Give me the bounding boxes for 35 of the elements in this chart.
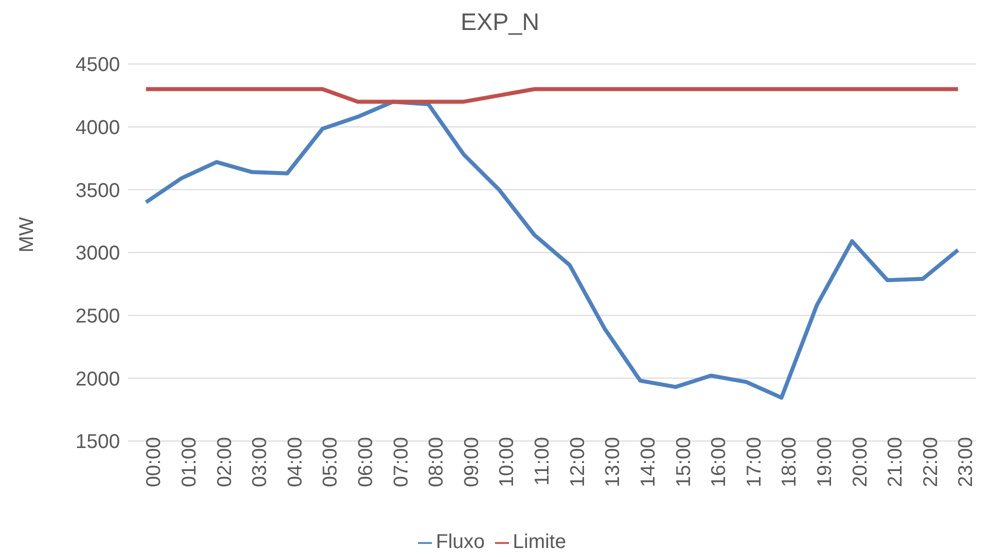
x-tick-label: 06:00 bbox=[355, 437, 378, 488]
x-tick-label: 01:00 bbox=[178, 437, 201, 488]
x-tick-label: 09:00 bbox=[460, 437, 483, 488]
y-tick-label: 4000 bbox=[76, 116, 120, 139]
y-tick-label: 1500 bbox=[76, 431, 120, 454]
y-axis-title: MW bbox=[16, 216, 38, 252]
x-tick-label: 22:00 bbox=[920, 437, 942, 488]
x-tick-label: 05:00 bbox=[320, 437, 342, 488]
x-tick-label: 11:00 bbox=[532, 437, 554, 486]
x-tick-label: 19:00 bbox=[814, 437, 836, 488]
x-tick-label: 15:00 bbox=[672, 437, 695, 488]
x-tick-label: 10:00 bbox=[496, 437, 518, 488]
x-tick-label: 17:00 bbox=[743, 437, 766, 488]
x-tick-label: 16:00 bbox=[708, 437, 730, 488]
y-tick-label: 3500 bbox=[76, 180, 120, 202]
x-tick-label: 13:00 bbox=[602, 437, 624, 488]
legend-label: Fluxo bbox=[436, 531, 485, 553]
y-tick-label: 2000 bbox=[76, 368, 120, 390]
legend-label: Limite bbox=[512, 531, 566, 553]
x-tick-label: 20:00 bbox=[849, 437, 872, 488]
x-tick-label: 08:00 bbox=[426, 437, 448, 488]
y-tick-label: 3000 bbox=[76, 242, 120, 265]
chart-title: EXP_N bbox=[460, 8, 540, 38]
x-tick-label: 14:00 bbox=[637, 437, 660, 488]
x-tick-label: 23:00 bbox=[955, 437, 978, 488]
x-tick-label: 04:00 bbox=[284, 437, 306, 488]
x-tick-label: 21:00 bbox=[884, 437, 907, 488]
x-tick-label: 12:00 bbox=[566, 437, 589, 488]
y-tick-label: 2500 bbox=[76, 305, 120, 328]
x-tick-label: 07:00 bbox=[390, 437, 412, 488]
x-tick-label: 18:00 bbox=[778, 437, 801, 488]
x-tick-label: 03:00 bbox=[249, 437, 272, 488]
x-tick-label: 00:00 bbox=[143, 437, 166, 488]
x-tick-label: 02:00 bbox=[214, 437, 236, 488]
y-tick-label: 4500 bbox=[76, 54, 120, 76]
